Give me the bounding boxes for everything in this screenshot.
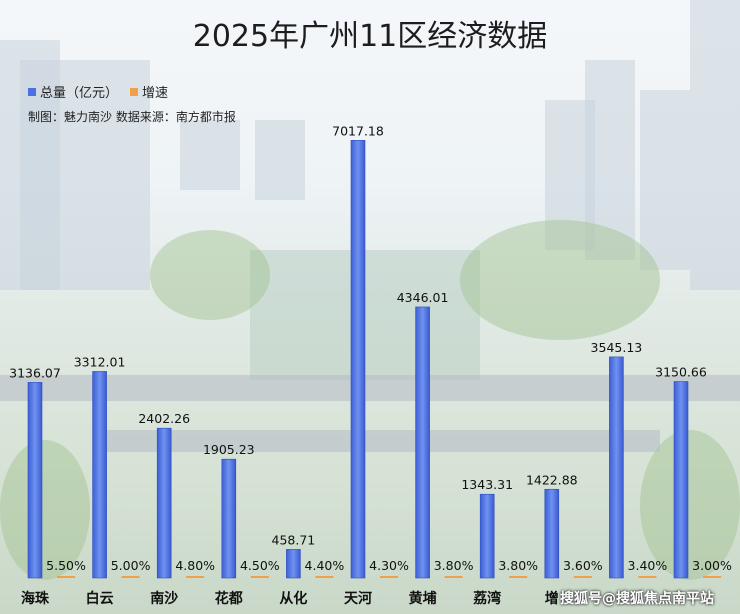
- bar-total: [415, 306, 430, 579]
- bar-growth-label: 3.80%: [434, 558, 474, 573]
- bar-growth-label: 4.80%: [175, 558, 215, 573]
- bar-total: [27, 382, 43, 579]
- background-building: [20, 60, 150, 290]
- category-label: 海珠: [21, 590, 50, 607]
- bar-growth: [703, 576, 721, 578]
- background-bridge: [100, 430, 660, 452]
- bar-growth: [186, 576, 205, 578]
- bar-growth: [380, 576, 398, 578]
- bar-value-label: 4346.01: [397, 290, 449, 305]
- bar-value-label: 3136.07: [9, 365, 61, 380]
- bar-total: [92, 371, 107, 579]
- bar-value-label: 2402.26: [138, 411, 190, 426]
- bar-value-label: 3545.13: [591, 340, 643, 355]
- bar-value-label: 458.71: [272, 532, 316, 547]
- category-label: 增: [545, 590, 559, 607]
- legend-label-growth: 增速: [142, 86, 168, 101]
- bar-growth: [315, 576, 334, 578]
- category-labels: 海珠 白云 南沙 花都 从化 天河 黄埔 荔湾 增: [21, 590, 559, 607]
- background-trees: [640, 430, 740, 580]
- bar-total: [350, 140, 366, 579]
- bar-growth: [57, 576, 75, 578]
- background-building: [180, 120, 240, 190]
- bar-total: [221, 458, 237, 579]
- bar-growth: [250, 576, 269, 578]
- bar-value-label: 1422.88: [526, 472, 578, 487]
- bar-series-total: 3136.07 3312.01 2402.26 1905.23 458.71 7017.1…: [9, 123, 707, 579]
- bar-growth-label: 3.00%: [692, 558, 732, 573]
- category-label: 南沙: [150, 590, 178, 607]
- bar-growth: [121, 576, 140, 578]
- bar-total: [479, 493, 495, 579]
- bar-growth: [638, 576, 657, 578]
- bar-growth-label: 4.50%: [240, 558, 280, 573]
- bar-growth-label: 4.30%: [369, 558, 409, 573]
- bar-value-label: 1905.23: [203, 442, 255, 457]
- chart-title: 2025年广州11区经济数据: [193, 19, 548, 54]
- bar-growth-label: 4.40%: [305, 558, 345, 573]
- bar-total: [544, 488, 560, 579]
- background-trees: [460, 220, 660, 340]
- category-label: 花都: [215, 590, 243, 607]
- bar-growth-label: 5.50%: [46, 558, 86, 573]
- background-building: [690, 0, 740, 290]
- legend-label-total: 总量（亿元）: [40, 86, 118, 101]
- category-label: 荔湾: [472, 590, 501, 607]
- bar-growth: [509, 576, 528, 578]
- bar-growth: [444, 576, 463, 578]
- bar-value-label: 7017.18: [332, 123, 384, 138]
- bar-total: [286, 549, 301, 579]
- background-building: [585, 60, 635, 260]
- category-label: 白云: [86, 590, 114, 607]
- chart-credit: 制图：魅力南沙 数据来源：南方都市报: [28, 109, 236, 124]
- category-label: 天河: [344, 590, 372, 607]
- background-building: [255, 120, 305, 200]
- bar-total: [609, 356, 624, 579]
- legend-swatch-total: [28, 88, 36, 96]
- bar-total: [156, 427, 172, 579]
- background-building: [640, 90, 690, 270]
- category-label: 从化: [279, 590, 307, 607]
- watermark: 搜狐号@搜狐焦点南平站: [560, 591, 714, 607]
- bar-series-growth: 5.50% 5.00% 4.80% 4.50% 4.40% 4.30% 3.80% 3.80%…: [46, 558, 732, 578]
- bar-value-label: 1343.31: [461, 477, 513, 492]
- bar-growth: [573, 576, 592, 578]
- bar-value-label: 3150.66: [655, 364, 707, 379]
- bar-growth-label: 3.80%: [498, 558, 538, 573]
- legend: 总量（亿元） 增速: [28, 86, 168, 101]
- bar-growth-label: 5.00%: [111, 558, 151, 573]
- legend-swatch-growth: [130, 88, 138, 96]
- bar-growth-label: 3.40%: [628, 558, 668, 573]
- background-trees: [150, 230, 270, 320]
- category-label: 黄埔: [409, 590, 437, 607]
- bar-growth-label: 3.60%: [563, 558, 603, 573]
- background-trees: [0, 440, 90, 580]
- bar-value-label: 3312.01: [74, 354, 126, 369]
- bar-total: [673, 381, 689, 579]
